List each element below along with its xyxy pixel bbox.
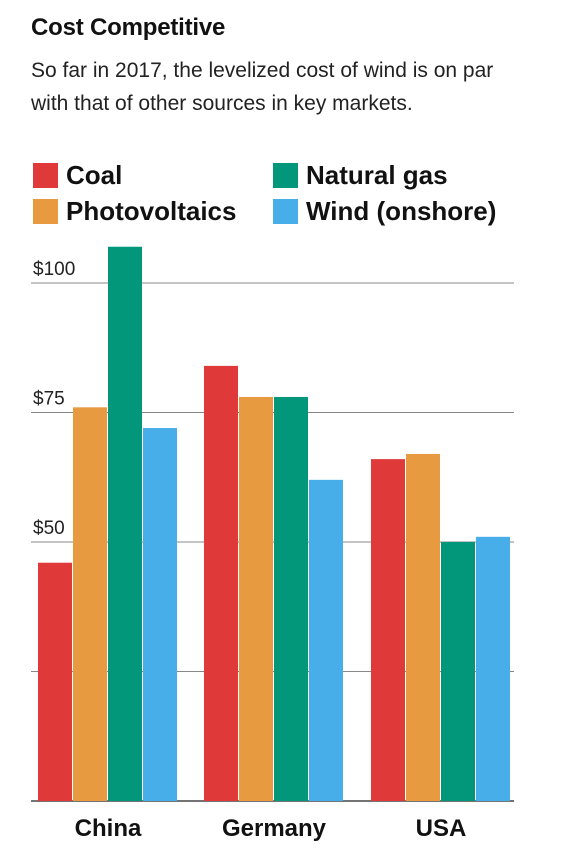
- bar-usa-coal: [371, 459, 405, 801]
- bar-germany-wind-onshore: [309, 479, 343, 801]
- y-tick-label: $100: [33, 259, 75, 280]
- legend-swatch-natural-gas: [273, 163, 298, 188]
- bar-germany-photovoltaics: [239, 396, 273, 801]
- bar-usa-wind-onshore: [476, 536, 510, 801]
- bar-germany-natural-gas: [274, 396, 308, 801]
- x-category-label: USA: [416, 815, 467, 842]
- chart-title: Cost Competitive: [31, 14, 226, 41]
- y-tick-label: $50: [33, 518, 65, 539]
- x-category-label: Germany: [222, 815, 327, 842]
- legend-swatch-wind: [273, 199, 298, 224]
- legend-item-natural-gas: Natural gas: [273, 160, 448, 191]
- x-category-label: China: [75, 815, 142, 842]
- legend-label-coal: Coal: [66, 160, 123, 190]
- legend-item-wind: Wind (onshore): [273, 196, 496, 227]
- bar-usa-photovoltaics: [406, 453, 440, 801]
- legend-label-natural-gas: Natural gas: [306, 160, 448, 190]
- legend-swatch-photovoltaics: [33, 199, 58, 224]
- legend-item-coal: Coal: [33, 160, 122, 191]
- bar-china-coal: [38, 562, 72, 801]
- bar-china-wind-onshore: [143, 428, 177, 801]
- legend-label-photovoltaics: Photovoltaics: [66, 196, 237, 226]
- bar-china-photovoltaics: [73, 407, 107, 801]
- legend-label-wind: Wind (onshore): [306, 196, 497, 226]
- legend-item-photovoltaics: Photovoltaics: [33, 196, 236, 227]
- chart-subtitle: So far in 2017, the levelized cost of wi…: [31, 59, 494, 115]
- y-tick-label: $75: [33, 389, 65, 410]
- legend-swatch-coal: [33, 163, 58, 188]
- bar-germany-coal: [204, 365, 238, 801]
- bar-china-natural-gas: [108, 246, 142, 802]
- bar-usa-natural-gas: [441, 542, 475, 801]
